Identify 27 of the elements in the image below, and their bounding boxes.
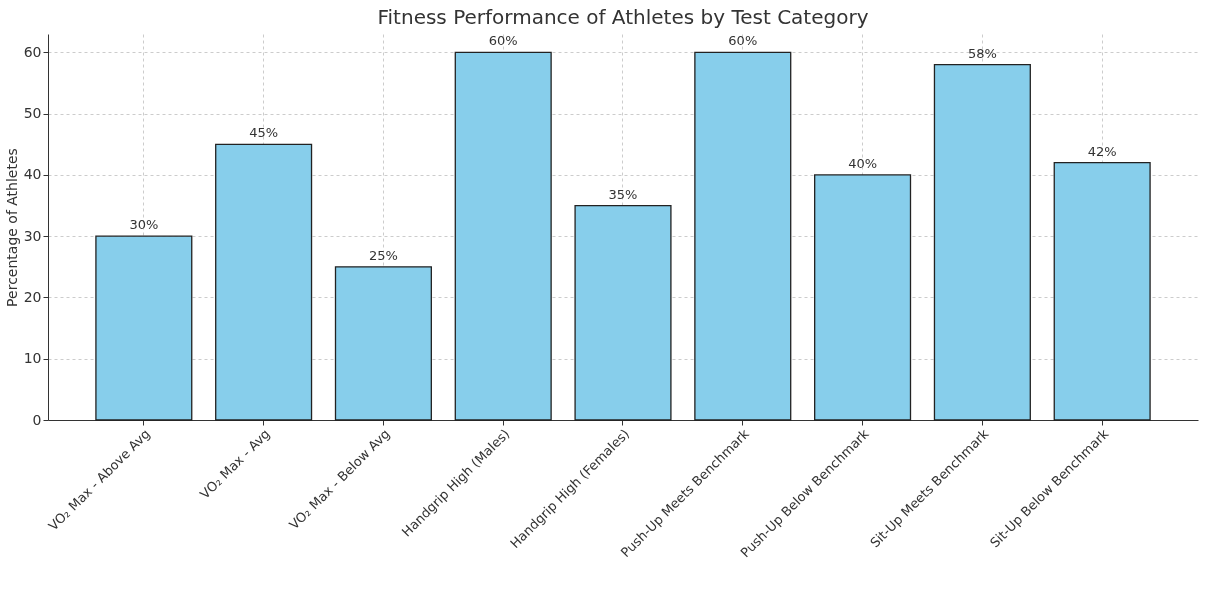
bar — [95, 235, 193, 421]
bar — [933, 63, 1031, 421]
data-label: 30% — [129, 217, 159, 233]
bar — [334, 266, 432, 421]
y-tick-label: 10 — [23, 350, 42, 367]
chart-title: Fitness Performance of Athletes by Test Category — [377, 5, 869, 29]
data-label: 58% — [967, 45, 997, 61]
data-label: 40% — [848, 155, 878, 171]
y-tick-label: 20 — [23, 288, 42, 305]
bar — [574, 204, 672, 421]
data-label: 25% — [368, 247, 398, 263]
data-label: 60% — [488, 33, 518, 49]
bar — [694, 51, 792, 421]
y-axis-title: Percentage of Athletes — [3, 148, 20, 307]
data-label: 35% — [608, 186, 638, 202]
y-tick-label: 60 — [23, 43, 42, 60]
y-tick-label: 40 — [23, 166, 42, 183]
y-tick-label: 50 — [23, 105, 42, 122]
y-tick-label: 0 — [32, 411, 42, 428]
data-label: 60% — [728, 33, 758, 49]
data-label: 45% — [249, 125, 279, 141]
bar — [215, 143, 313, 421]
bar — [814, 174, 912, 421]
bar — [1053, 162, 1151, 421]
y-tick-label: 30 — [23, 227, 42, 244]
bar — [454, 51, 552, 421]
data-label: 42% — [1087, 143, 1117, 159]
